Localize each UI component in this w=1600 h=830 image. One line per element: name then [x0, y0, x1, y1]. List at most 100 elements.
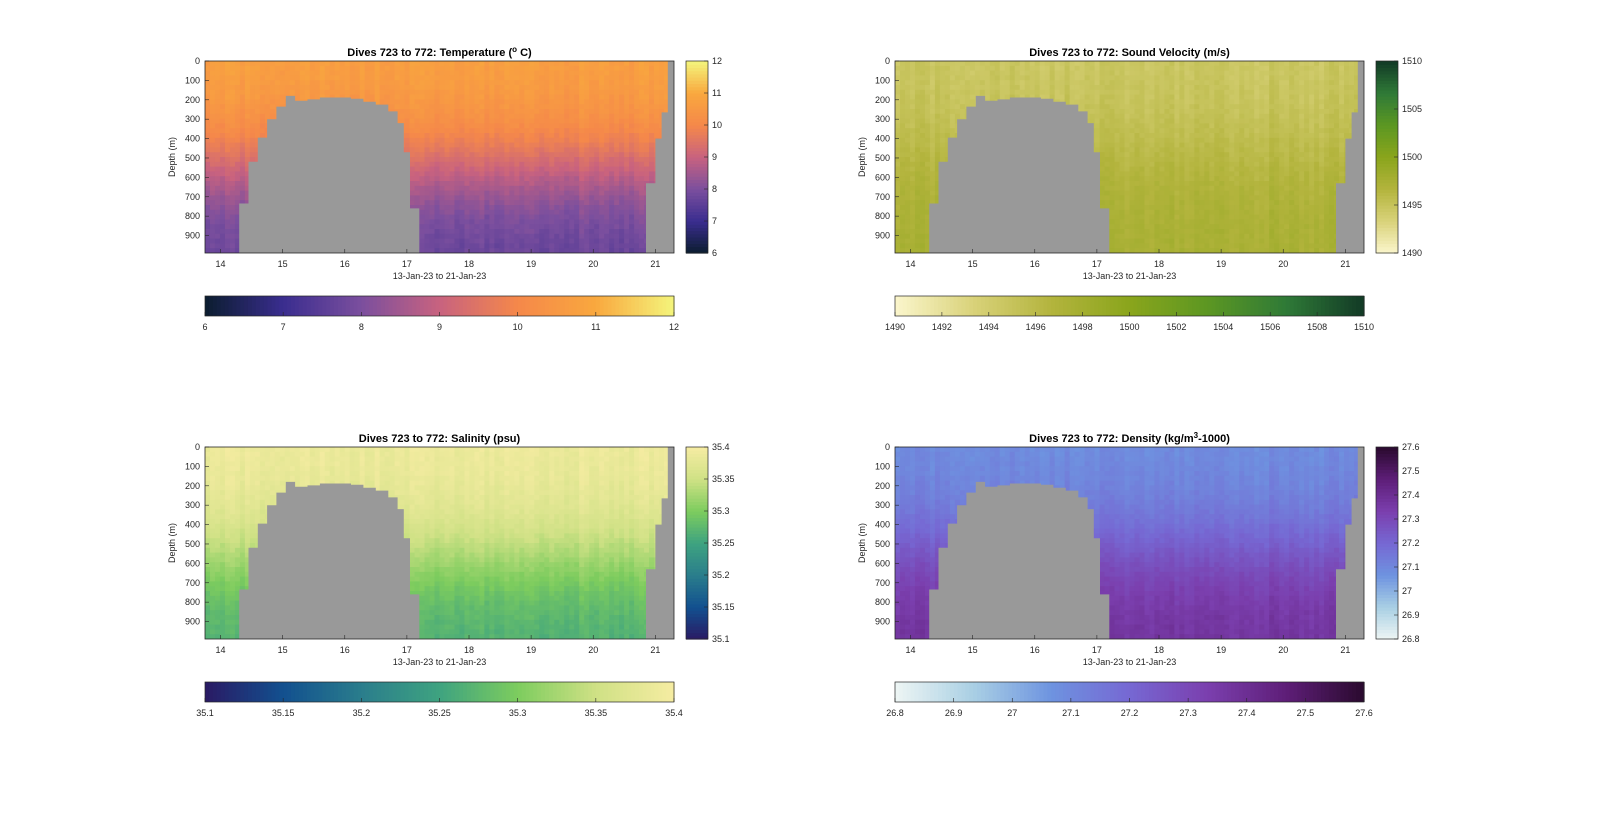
heatmap-cell: [604, 161, 610, 168]
ytick-label: 500: [185, 153, 200, 163]
heatmap-cell: [259, 99, 266, 105]
heatmap-cell: [354, 65, 361, 72]
heatmap-cell: [414, 152, 421, 158]
heatmap-cell: [434, 118, 441, 124]
heatmap-cell: [259, 118, 266, 124]
heatmap-cell: [519, 219, 525, 225]
heatmap-cell: [554, 205, 560, 211]
heatmap-cell: [494, 176, 500, 182]
ytick-label: 200: [185, 95, 200, 105]
heatmap-cell: [584, 128, 590, 134]
heatmap-cell: [424, 181, 431, 187]
heatmap-cell: [619, 200, 625, 206]
colorbar-tick-label: 8: [359, 322, 364, 332]
heatmap-cell: [329, 65, 336, 72]
heatmap-cell: [494, 75, 500, 81]
colorbar-swatch: [240, 296, 245, 316]
colorbar-swatch: [314, 296, 319, 316]
heatmap-cell: [1009, 85, 1016, 91]
heatmap-cell: [454, 157, 461, 163]
heatmap-cell: [895, 113, 901, 120]
heatmap-cell: [424, 142, 431, 148]
heatmap-cell: [589, 181, 595, 187]
heatmap-cell: [229, 166, 236, 172]
heatmap-cell: [914, 113, 921, 120]
heatmap-cell: [339, 89, 346, 96]
heatmap-cell: [524, 176, 530, 182]
heatmap-cell: [329, 61, 336, 67]
colorbar-swatch: [686, 179, 708, 184]
heatmap-cell: [414, 118, 421, 124]
heatmap-cell: [414, 104, 421, 110]
heatmap-cell: [579, 161, 585, 168]
heatmap-cell: [354, 89, 361, 96]
heatmap-cell: [224, 248, 231, 253]
heatmap-cell: [439, 176, 446, 182]
heatmap-cell: [589, 214, 595, 220]
heatmap-cell: [599, 123, 605, 129]
heatmap-cell: [419, 65, 426, 72]
heatmap-cell: [444, 99, 451, 105]
heatmap-cell: [949, 113, 956, 120]
heatmap-cell: [554, 94, 560, 100]
heatmap-cell: [309, 89, 316, 96]
heatmap-cell: [944, 118, 951, 124]
heatmap-cell: [414, 128, 421, 134]
heatmap-cell: [205, 99, 211, 105]
heatmap-cell: [409, 89, 416, 96]
heatmap-cell: [964, 94, 971, 100]
heatmap-cell: [354, 80, 361, 86]
heatmap-cell: [469, 70, 476, 76]
heatmap-cell: [464, 200, 471, 206]
heatmap-cell: [494, 238, 500, 244]
heatmap-cell: [594, 147, 600, 153]
heatmap-cell: [504, 181, 510, 187]
heatmap-cell: [479, 224, 485, 230]
heatmap-cell: [429, 190, 436, 196]
heatmap-cell: [559, 229, 565, 235]
heatmap-cell: [569, 113, 575, 120]
colorbar-swatch: [686, 150, 708, 155]
heatmap-cell: [414, 147, 421, 153]
heatmap-cell: [269, 113, 276, 120]
heatmap-cell: [309, 65, 316, 72]
colorbar-swatch: [373, 296, 378, 316]
heatmap-cell: [539, 248, 545, 253]
heatmap-cell: [899, 133, 906, 139]
heatmap-cell: [489, 99, 495, 105]
heatmap-cell: [604, 219, 610, 225]
heatmap-cell: [419, 219, 426, 225]
heatmap-cell: [514, 65, 520, 72]
heatmap-cell: [514, 133, 520, 139]
heatmap-cell: [234, 123, 241, 129]
heatmap-cell: [924, 224, 931, 230]
colorbar-swatch: [244, 296, 249, 316]
heatmap-cell: [914, 185, 921, 192]
heatmap-cell: [224, 205, 231, 211]
heatmap-cell: [619, 224, 625, 230]
heatmap-cell: [939, 94, 946, 100]
heatmap-cell: [569, 118, 575, 124]
heatmap-cell: [439, 123, 446, 129]
heatmap-cell: [619, 152, 625, 158]
heatmap-cell: [234, 61, 241, 67]
heatmap-cell: [979, 80, 986, 86]
heatmap-cell: [224, 166, 231, 172]
heatmap-cell: [574, 99, 580, 105]
heatmap-cell: [489, 109, 495, 115]
heatmap-cell: [629, 99, 635, 105]
heatmap-cell: [649, 89, 655, 96]
colorbar-swatch: [686, 112, 708, 116]
heatmap-cell: [384, 85, 391, 91]
heatmap-cell: [494, 205, 500, 211]
heatmap-cell: [604, 65, 610, 72]
heatmap-cell: [219, 185, 226, 192]
heatmap-cell: [609, 209, 615, 216]
heatmap-cell: [419, 209, 426, 216]
heatmap-cell: [449, 224, 456, 230]
heatmap-cell: [504, 133, 510, 139]
heatmap-cell: [479, 109, 485, 115]
colorbar-swatch: [686, 163, 708, 168]
heatmap-cell: [619, 171, 625, 177]
heatmap-cell: [529, 219, 535, 225]
